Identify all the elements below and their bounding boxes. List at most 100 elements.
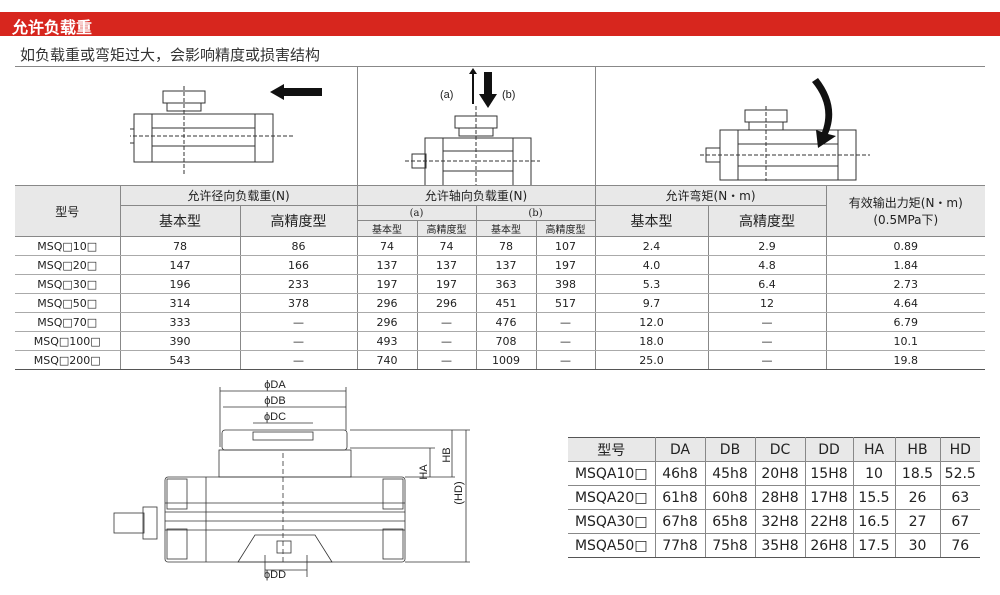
- model-cell: MSQ□200□: [15, 350, 121, 370]
- header-radial-precision: 高精度型: [239, 205, 358, 237]
- value-cell: 86: [239, 236, 358, 256]
- dim-label-da: ϕDA: [264, 379, 286, 391]
- value-cell: 16.5: [852, 509, 896, 534]
- value-cell: 20H8: [754, 461, 806, 486]
- load-table: 型号 允许径向负载重(N) 允许轴向负载重(N) 允许弯矩(N・m) 有效输出力…: [15, 185, 986, 370]
- value-cell: 76: [939, 533, 980, 558]
- header-torque: 有效输出力矩(N・m) (0.5MPa下): [825, 185, 986, 237]
- header-b-precision: 高精度型: [535, 220, 596, 237]
- value-cell: 22H8: [804, 509, 854, 534]
- column-header: DC: [754, 437, 806, 462]
- value-cell: 12: [707, 293, 827, 313]
- dim-label-dc: ϕDC: [264, 411, 286, 423]
- value-cell: 32H8: [754, 509, 806, 534]
- value-cell: 296: [416, 293, 477, 313]
- value-cell: 25.0: [594, 350, 709, 370]
- value-cell: 398: [535, 274, 596, 294]
- value-cell: 4.8: [707, 255, 827, 275]
- column-header: DB: [704, 437, 756, 462]
- value-cell: 35H8: [754, 533, 806, 558]
- curved-arrow-icon: [812, 78, 836, 148]
- value-cell: 74: [416, 236, 477, 256]
- table-row: MSQA30□ 67h8 65h8 32H8 22H8 16.5 27 67: [568, 509, 980, 534]
- column-header: DD: [804, 437, 854, 462]
- table-row: MSQA20□ 61h8 60h8 28H8 17H8 15.5 26 63: [568, 485, 980, 510]
- header-b-basic: 基本型: [475, 220, 537, 237]
- value-cell: —: [535, 350, 596, 370]
- value-cell: 30: [894, 533, 941, 558]
- value-cell: 10.1: [825, 331, 986, 351]
- divider: [595, 66, 596, 186]
- header-moment: 允许弯矩(N・m): [594, 185, 827, 206]
- dim-label-ha: HA: [418, 464, 430, 480]
- value-cell: 2.73: [825, 274, 986, 294]
- value-cell: —: [239, 331, 358, 351]
- section-subtitle: 如负载重或弯矩过大，会影响精度或损害结构: [20, 46, 321, 64]
- arrow-up-icon: [469, 68, 477, 104]
- value-cell: 451: [475, 293, 537, 313]
- value-cell: 67: [939, 509, 980, 534]
- value-cell: 2.9: [707, 236, 827, 256]
- value-cell: 6.4: [707, 274, 827, 294]
- dimension-table: 型号 DA DB DC DD HA HB HD MSQA10□ 46h8 45h8 20H8 15H8…: [568, 437, 980, 558]
- value-cell: 197: [535, 255, 596, 275]
- value-cell: 45h8: [704, 461, 756, 486]
- header-axial-a: (a): [356, 205, 477, 221]
- header-a-basic: 基本型: [357, 220, 418, 237]
- table-row: MSQ□200□ 543—740—1009—25.0—19.8: [15, 350, 986, 370]
- value-cell: 493: [356, 331, 418, 351]
- value-cell: —: [707, 350, 827, 370]
- dim-label-hd: (HD): [453, 481, 465, 504]
- value-cell: 107: [535, 236, 596, 256]
- table-row: MSQ□10□ 78 86 74 74 78 107 2.4 2.9 0.89: [15, 236, 986, 256]
- value-cell: 75h8: [704, 533, 756, 558]
- value-cell: 78: [475, 236, 537, 256]
- value-cell: 196: [119, 274, 241, 294]
- arrow-left-icon: [270, 84, 322, 100]
- radial-load-illustration: [130, 84, 322, 176]
- header-model: 型号: [15, 185, 121, 237]
- model-cell: MSQ□10□: [15, 236, 121, 256]
- value-cell: 333: [119, 312, 241, 332]
- header-moment-basic: 基本型: [594, 205, 709, 237]
- section-title: 允许负载重: [12, 18, 93, 37]
- value-cell: —: [239, 350, 358, 370]
- value-cell: 147: [119, 255, 241, 275]
- value-cell: 5.3: [594, 274, 709, 294]
- column-header: HD: [939, 437, 980, 462]
- table-row: MSQA10□ 46h8 45h8 20H8 15H8 10 18.5 52.5: [568, 461, 980, 486]
- value-cell: 137: [416, 255, 477, 275]
- value-cell: 517: [535, 293, 596, 313]
- model-cell: MSQ□100□: [15, 331, 121, 351]
- moment-illustration: [700, 78, 870, 181]
- value-cell: 708: [475, 331, 537, 351]
- dim-label-dd: ϕDD: [264, 569, 286, 581]
- table-row: MSQ□30□ 196 233 197 197 363 398 5.3 6.4 2.73: [15, 274, 986, 294]
- header-axial-b: (b): [475, 205, 596, 221]
- value-cell: —: [416, 331, 477, 351]
- header-moment-precision: 高精度型: [707, 205, 827, 237]
- value-cell: 63: [939, 485, 980, 510]
- column-header: DA: [654, 437, 706, 462]
- value-cell: —: [416, 350, 477, 370]
- table-row: MSQ□100□ 390—493—708—18.0—10.1: [15, 331, 986, 351]
- value-cell: 166: [239, 255, 358, 275]
- value-cell: 6.79: [825, 312, 986, 332]
- value-cell: —: [707, 331, 827, 351]
- value-cell: —: [535, 312, 596, 332]
- table-row: MSQ□50□ 314 378 296 296 451 517 9.7 12 4.64: [15, 293, 986, 313]
- value-cell: 476: [475, 312, 537, 332]
- value-cell: 60h8: [704, 485, 756, 510]
- value-cell: 46h8: [654, 461, 706, 486]
- value-cell: 18.0: [594, 331, 709, 351]
- value-cell: —: [535, 331, 596, 351]
- value-cell: —: [707, 312, 827, 332]
- value-cell: 197: [356, 274, 418, 294]
- value-cell: 2.4: [594, 236, 709, 256]
- header-radial-basic: 基本型: [120, 205, 241, 237]
- value-cell: 296: [356, 312, 418, 332]
- value-cell: 28H8: [754, 485, 806, 510]
- value-cell: 296: [356, 293, 418, 313]
- section-header-bar: 允许负载重: [0, 12, 1000, 37]
- model-cell: MSQA30□: [568, 509, 656, 534]
